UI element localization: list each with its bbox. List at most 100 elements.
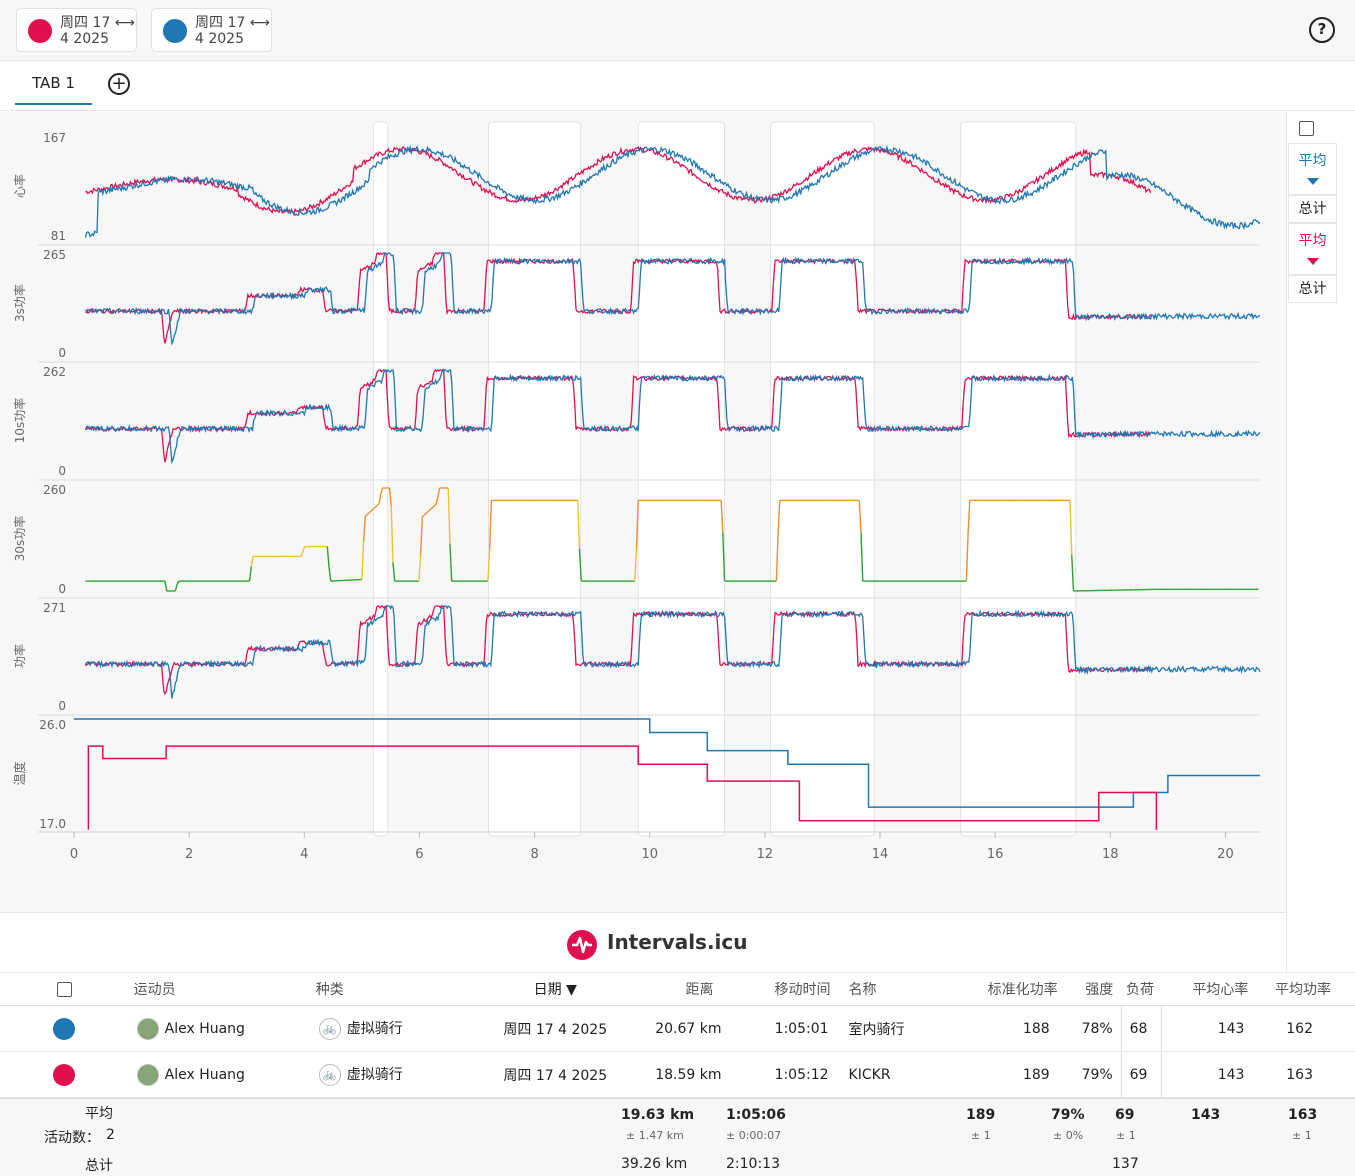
- total-label: 总计: [85, 1158, 113, 1174]
- x-tick-label: 16: [987, 847, 1004, 862]
- zone-segment: [967, 500, 971, 533]
- tab-1[interactable]: TAB 1: [15, 61, 92, 105]
- zone-segment: [176, 580, 180, 586]
- avg-np-sd: ± 1: [971, 1129, 991, 1142]
- select-all-rows-checkbox[interactable]: [0, 972, 129, 1006]
- plus-circle-icon[interactable]: +: [108, 73, 130, 95]
- avg-distance: 19.63 km: [621, 1107, 695, 1123]
- avg-toggle-red[interactable]: 平均: [1288, 223, 1337, 275]
- panel-label: 心率: [12, 174, 27, 198]
- zone-segment: [635, 500, 639, 549]
- col-distance[interactable]: 距离: [641, 972, 738, 1006]
- y-min-label: 0: [58, 699, 66, 713]
- activity-count: 2: [106, 1127, 115, 1143]
- np: 188: [971, 1005, 1068, 1052]
- col-avg-power[interactable]: 平均功率: [1258, 972, 1355, 1006]
- bike-icon: 🚲: [318, 1017, 341, 1040]
- zone-segment: [421, 514, 425, 518]
- select-all-checkbox[interactable]: [1299, 121, 1314, 136]
- panel-label: 功率: [12, 644, 27, 668]
- zone-segment: [432, 505, 435, 508]
- total-toggle-blue[interactable]: 总计: [1288, 195, 1337, 223]
- zone-segment: [248, 566, 253, 582]
- col-avg-hr[interactable]: 平均心率: [1161, 972, 1259, 1006]
- col-load[interactable]: 负荷: [1121, 972, 1162, 1006]
- activity-name[interactable]: 室内骑行: [842, 1005, 972, 1052]
- avg-label: 平均: [1298, 233, 1327, 249]
- col-athlete[interactable]: 运动员: [128, 972, 309, 1006]
- zone-segment: [435, 496, 439, 505]
- avg-toggle-blue[interactable]: 平均: [1288, 143, 1337, 195]
- y-max-label: 167: [43, 131, 66, 145]
- zone-segment: [722, 532, 726, 582]
- col-np[interactable]: 标准化功率: [971, 972, 1068, 1006]
- col-date[interactable]: 日期 ▼: [469, 972, 642, 1006]
- zone-segment: [300, 550, 304, 557]
- series-line-red: [85, 145, 1152, 216]
- zone-segment: [578, 548, 582, 582]
- tab-bar: TAB 1 +: [0, 61, 1355, 111]
- zone-segment: [174, 584, 178, 592]
- moving-time: 1:05:01: [737, 1005, 843, 1052]
- col-name[interactable]: 名称: [842, 972, 972, 1006]
- chart-area: 167 81 心率 265 0 3s功率 262 0 10s功率 260 0 30s功率 271 0 功率 2…: [0, 112, 1286, 912]
- activity-chip-red[interactable]: 周四 17 ⟷ 4 2025: [16, 8, 137, 52]
- chip-date-line1: 周四 17 ⟷: [60, 15, 135, 31]
- y-max-label: 262: [43, 365, 66, 379]
- zone-segment: [376, 503, 380, 506]
- question-circle-icon[interactable]: ?: [1309, 17, 1335, 43]
- zone-segment: [437, 487, 441, 498]
- panel-label: 30s功率: [12, 516, 27, 562]
- interval-band: [770, 121, 875, 837]
- y-min-label: 81: [51, 229, 66, 243]
- activities-table: 运动员 种类 日期 ▼ 距离 移动时间 名称 标准化功率 强度 负荷 平均心率 …: [0, 972, 1355, 1098]
- zone-segment: [858, 500, 862, 533]
- col-intensity[interactable]: 强度: [1067, 972, 1122, 1006]
- zone-segment: [362, 516, 367, 542]
- avg-intensity: 79%: [1051, 1107, 1085, 1123]
- total-toggle-red[interactable]: 总计: [1288, 275, 1337, 303]
- zone-segment: [965, 532, 969, 582]
- zone-segment: [577, 500, 581, 549]
- load: 69: [1120, 1051, 1162, 1098]
- avg-hr: 143: [1161, 1051, 1259, 1098]
- zone-segment: [433, 503, 437, 507]
- zone-segment: [777, 500, 781, 533]
- x-tick-label: 0: [70, 847, 78, 862]
- chip-date-line2: 4 2025: [195, 31, 244, 47]
- y-min-label: 0: [58, 346, 66, 360]
- activity-chip-blue[interactable]: 周四 17 ⟷ 4 2025: [151, 8, 272, 52]
- chip-date-line1: 周四 17 ⟷: [195, 15, 270, 31]
- zone-segment: [361, 541, 365, 580]
- zone-segment: [447, 487, 451, 544]
- zone-segment: [428, 508, 432, 512]
- color-dot: [53, 1063, 76, 1086]
- avg-load-sd: ± 1: [1116, 1129, 1136, 1142]
- col-type[interactable]: 种类: [308, 972, 470, 1006]
- activity-date: 周四 17 4 2025: [469, 1051, 642, 1098]
- athlete-name[interactable]: Alex Huang: [164, 1020, 245, 1037]
- total-distance: 39.26 km: [621, 1156, 688, 1172]
- x-tick-label: 8: [530, 847, 538, 862]
- zone-segment: [488, 500, 493, 549]
- avg-power-sd: ± 1: [1292, 1129, 1312, 1142]
- col-moving-time[interactable]: 移动时间: [737, 972, 843, 1006]
- avatar: [136, 1063, 159, 1086]
- load: 68: [1120, 1005, 1162, 1052]
- zone-segment: [164, 580, 168, 592]
- activity-name[interactable]: KICKR: [842, 1051, 972, 1098]
- series-legend-panel: 平均 总计 平均 总计: [1286, 112, 1355, 972]
- zone-segment: [449, 543, 453, 582]
- color-dot: [28, 19, 52, 43]
- zone-segment: [487, 548, 491, 582]
- athlete-name[interactable]: Alex Huang: [164, 1066, 245, 1083]
- activity-type: 虚拟骑行: [346, 1066, 403, 1083]
- series-line-red: [87, 745, 1158, 830]
- y-max-label: 265: [43, 248, 66, 262]
- table-row[interactable]: Alex Huang 🚲 虚拟骑行 周四 17 4 2025 18.59 km 1…: [0, 1051, 1355, 1098]
- summary-footer: 平均 活动数： 2 总计 19.63 km ± 1.47 km 39.26 km…: [0, 1098, 1355, 1176]
- table-row[interactable]: Alex Huang 🚲 虚拟骑行 周四 17 4 2025 20.67 km 1…: [0, 1005, 1355, 1052]
- stacked-line-chart[interactable]: 16781心率26503s功率262010s功率260030s功率2710功率2…: [0, 112, 1286, 912]
- y-max-label: 26.0: [39, 718, 66, 732]
- series-line-blue: [85, 368, 1261, 465]
